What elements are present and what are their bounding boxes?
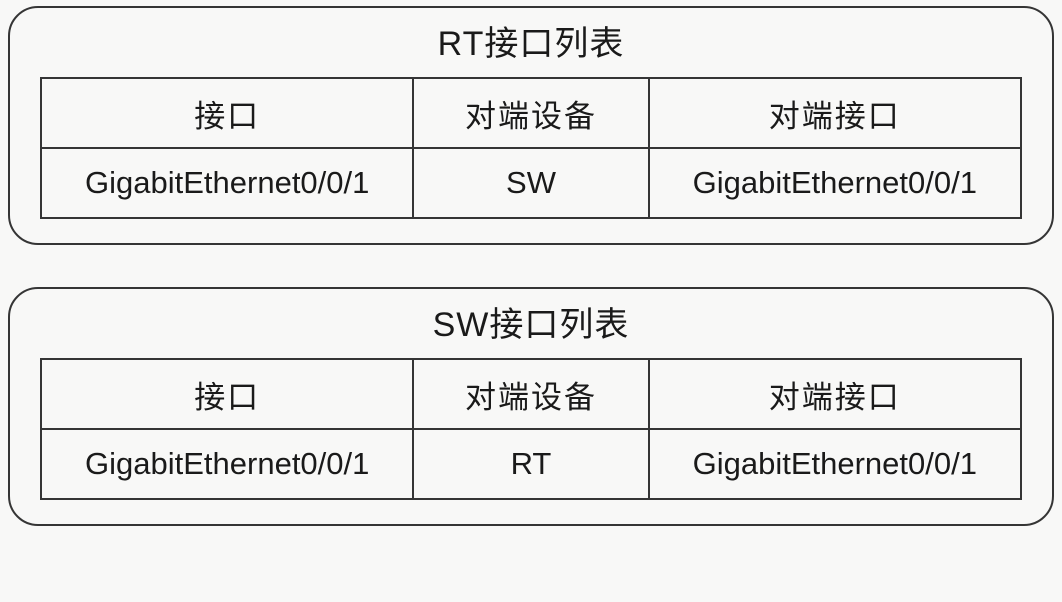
table-row: GigabitEthernet0/0/1 RT GigabitEthernet0…: [41, 429, 1021, 499]
col-header-peer-interface: 对端接口: [649, 359, 1021, 429]
col-header-interface: 接口: [41, 78, 413, 148]
cell-interface: GigabitEthernet0/0/1: [41, 148, 413, 218]
rt-interface-table: 接口 对端设备 对端接口 GigabitEthernet0/0/1 SW Gig…: [40, 77, 1022, 219]
col-header-peer-interface: 对端接口: [649, 78, 1021, 148]
panel-sw: SW接口列表 接口 对端设备 对端接口 GigabitEthernet0/0/1…: [8, 287, 1054, 526]
cell-peer-interface: GigabitEthernet0/0/1: [649, 148, 1021, 218]
cell-peer-device: RT: [413, 429, 648, 499]
sw-interface-table: 接口 对端设备 对端接口 GigabitEthernet0/0/1 RT Gig…: [40, 358, 1022, 500]
cell-interface: GigabitEthernet0/0/1: [41, 429, 413, 499]
table-header-row: 接口 对端设备 对端接口: [41, 78, 1021, 148]
cell-peer-interface: GigabitEthernet0/0/1: [649, 429, 1021, 499]
col-header-peer-device: 对端设备: [413, 359, 648, 429]
col-header-interface: 接口: [41, 359, 413, 429]
panel-rt-title: RT接口列表: [40, 16, 1022, 65]
table-header-row: 接口 对端设备 对端接口: [41, 359, 1021, 429]
cell-peer-device: SW: [413, 148, 648, 218]
panel-rt: RT接口列表 接口 对端设备 对端接口 GigabitEthernet0/0/1…: [8, 6, 1054, 245]
table-row: GigabitEthernet0/0/1 SW GigabitEthernet0…: [41, 148, 1021, 218]
panel-sw-title: SW接口列表: [40, 297, 1022, 346]
col-header-peer-device: 对端设备: [413, 78, 648, 148]
